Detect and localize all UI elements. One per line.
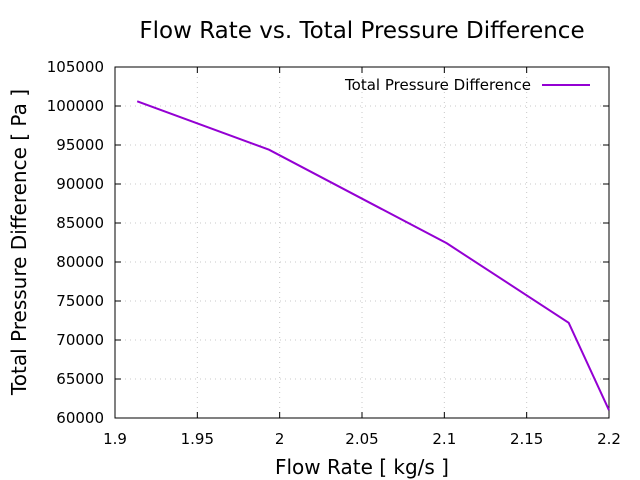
- legend-label: Total Pressure Difference: [344, 76, 531, 94]
- x-tick-label: 2.05: [345, 430, 378, 448]
- x-tick-label: 2.2: [597, 430, 621, 448]
- y-tick-label: 75000: [56, 292, 104, 310]
- x-axis-label: Flow Rate [ kg/s ]: [275, 455, 449, 479]
- y-tick-label: 95000: [56, 136, 104, 154]
- y-tick-label: 85000: [56, 214, 104, 232]
- y-tick-label: 90000: [56, 175, 104, 193]
- series-line: [136, 100, 610, 411]
- y-tick-label: 80000: [56, 253, 104, 271]
- y-tick-label: 65000: [56, 370, 104, 388]
- x-tick-label: 2.1: [432, 430, 456, 448]
- y-tick-label: 105000: [47, 58, 104, 76]
- axis-ticks: 1.9 1.95 2 2.05 2.1 2.15 2.2 60000 65000 70000 750…: [47, 58, 621, 448]
- legend: Total Pressure Difference: [344, 76, 590, 94]
- y-tick-label: 100000: [47, 97, 104, 115]
- x-tick-label: 2.15: [510, 430, 543, 448]
- y-tick-label: 70000: [56, 331, 104, 349]
- x-tick-label: 1.95: [181, 430, 214, 448]
- x-tick-label: 1.9: [103, 430, 127, 448]
- y-tick-label: 60000: [56, 409, 104, 427]
- x-tick-label: 2: [275, 430, 285, 448]
- chart-title: Flow Rate vs. Total Pressure Difference: [139, 18, 584, 44]
- series-layer: [136, 100, 610, 411]
- y-axis-label: Total Pressure Difference [ Pa ]: [7, 89, 31, 396]
